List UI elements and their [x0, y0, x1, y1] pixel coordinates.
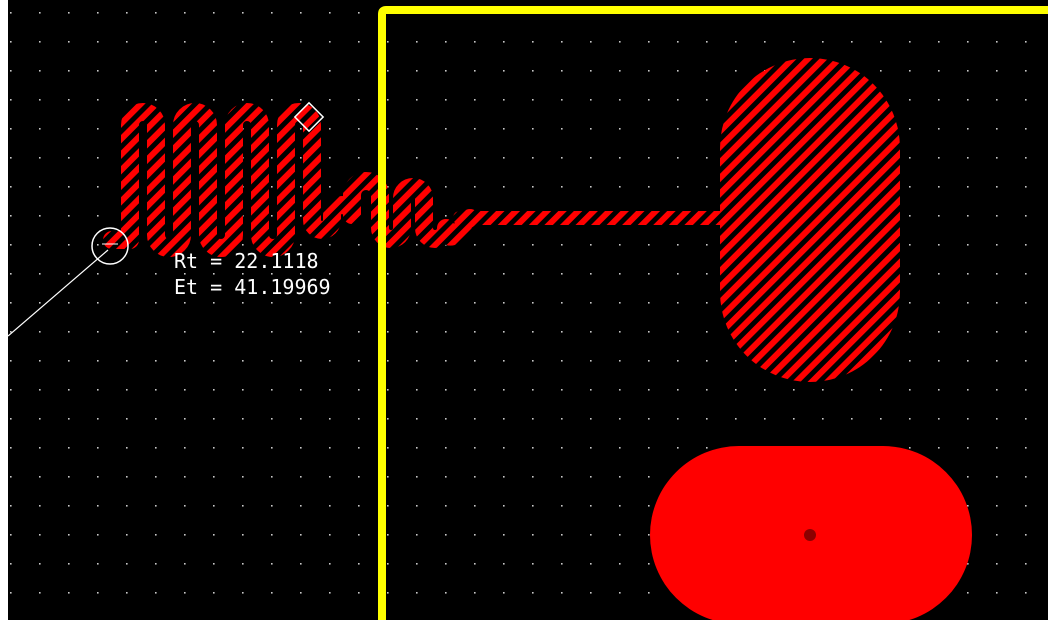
et-label: Et — [174, 275, 198, 299]
et-separator: = — [210, 275, 222, 299]
rt-label: Rt — [174, 249, 198, 273]
pcb-layout-canvas[interactable]: Rt = 22.1118 Et = 41.19969 — [8, 0, 1048, 620]
cursor-line — [8, 249, 109, 337]
rt-value: 22.1118 — [234, 249, 318, 273]
rt-separator: = — [210, 249, 222, 273]
oblong-pad-horizontal[interactable] — [650, 446, 972, 620]
via-hole — [804, 529, 816, 541]
diamond-marker-icon[interactable] — [293, 101, 325, 133]
et-value: 41.19969 — [234, 275, 330, 299]
board-outline — [378, 6, 1048, 620]
et-readout: Et = 41.19969 — [174, 275, 331, 299]
circle-cursor-icon[interactable] — [91, 227, 129, 265]
meander-trace[interactable] — [103, 103, 479, 257]
rt-readout: Rt = 22.1118 — [174, 249, 319, 273]
